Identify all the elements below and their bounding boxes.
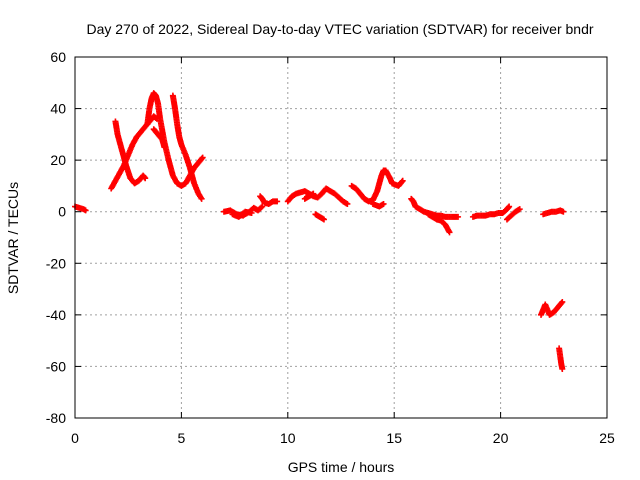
- data-point-marker: [559, 298, 566, 305]
- x-tick-label: 25: [599, 430, 615, 446]
- data-point-marker: [560, 208, 567, 215]
- x-tick-label: 20: [493, 430, 509, 446]
- y-tick-label: -80: [46, 410, 66, 426]
- data-point-marker: [248, 210, 255, 217]
- y-axis-label: SDTVAR / TECUs: [5, 182, 21, 294]
- data-point-marker: [274, 198, 281, 205]
- data-point-marker: [82, 207, 89, 214]
- x-tick-label: 5: [178, 430, 186, 446]
- data-point-marker: [199, 154, 206, 161]
- data-point-marker: [399, 177, 406, 184]
- data-point-marker: [398, 178, 405, 185]
- data-point-marker: [320, 216, 327, 223]
- x-axis-label: GPS time / hours: [288, 459, 395, 475]
- y-tick-label: -40: [46, 307, 66, 323]
- data-point-marker: [142, 175, 149, 182]
- y-tick-label: 0: [58, 204, 66, 220]
- data-point-marker: [258, 204, 265, 211]
- chart-title: Day 270 of 2022, Sidereal Day-to-day VTE…: [86, 21, 593, 37]
- data-point-marker: [310, 190, 317, 197]
- data-point-marker: [380, 200, 387, 207]
- x-tick-label: 15: [386, 430, 402, 446]
- data-point-marker: [198, 155, 205, 162]
- data-point-marker: [558, 299, 565, 306]
- data-series-sdtvar: [72, 90, 567, 373]
- data-point-marker: [446, 229, 453, 236]
- y-tick-label: 40: [50, 101, 66, 117]
- y-tick-label: 60: [50, 49, 66, 65]
- data-point-marker: [259, 203, 266, 210]
- data-point-marker: [506, 203, 513, 210]
- data-point-marker: [198, 195, 205, 202]
- y-tick-label: 20: [50, 152, 66, 168]
- data-point-marker: [161, 144, 168, 151]
- x-tick-label: 10: [280, 430, 296, 446]
- data-point-marker: [559, 366, 566, 373]
- y-tick-label: -20: [46, 255, 66, 271]
- x-tick-label: 0: [71, 430, 79, 446]
- data-point-marker: [344, 200, 351, 207]
- y-tick-label: -60: [46, 358, 66, 374]
- grid: [75, 57, 607, 418]
- data-point-marker: [455, 213, 462, 220]
- plot-frame: [74, 56, 608, 419]
- data-point-marker: [516, 206, 523, 213]
